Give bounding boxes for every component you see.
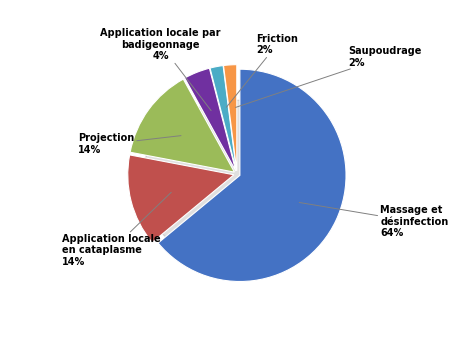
Text: Application locale
en cataplasme
14%: Application locale en cataplasme 14% [62, 192, 171, 267]
Text: Saupoudrage
2%: Saupoudrage 2% [236, 46, 422, 108]
Wedge shape [224, 65, 237, 171]
Wedge shape [185, 68, 236, 171]
Text: Massage et
désinfection
64%: Massage et désinfection 64% [299, 203, 448, 238]
Text: Friction
2%: Friction 2% [227, 34, 298, 107]
Text: Projection
14%: Projection 14% [78, 134, 181, 155]
Wedge shape [210, 65, 237, 171]
Wedge shape [128, 155, 234, 243]
Wedge shape [130, 79, 235, 172]
Wedge shape [158, 69, 346, 282]
Ellipse shape [141, 100, 337, 265]
Text: Application locale par
badigeonnage
4%: Application locale par badigeonnage 4% [100, 28, 221, 111]
